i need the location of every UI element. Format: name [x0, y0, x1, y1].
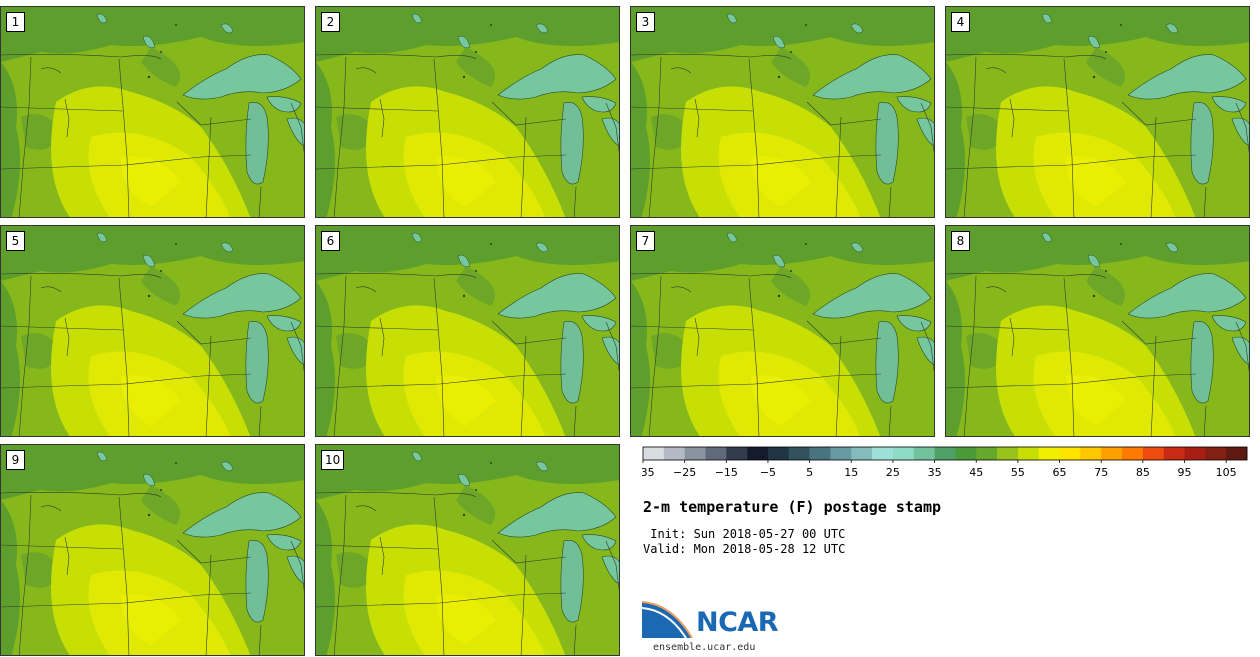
temperature-map	[316, 445, 620, 656]
map-panel-4: 4	[945, 6, 1250, 218]
temperature-map	[1, 7, 305, 218]
colorbar-swatch	[830, 447, 852, 460]
colorbar-swatch	[747, 447, 769, 460]
temperature-map	[1, 226, 305, 437]
colorbar-swatch	[997, 447, 1019, 460]
colorbar-tick-label: 95	[1178, 466, 1192, 478]
panel-number: 3	[636, 12, 655, 32]
colorbar-swatch	[643, 447, 665, 460]
colorbar-swatch	[1101, 447, 1123, 460]
valid-time: Valid: Mon 2018-05-28 12 UTC	[643, 542, 846, 556]
panel-number: 8	[951, 231, 970, 251]
panel-number: 7	[636, 231, 655, 251]
map-panel-5: 5	[0, 225, 305, 437]
colorbar-swatch	[726, 447, 748, 460]
colorbar-swatch	[955, 447, 977, 460]
colorbar-tick-label: −25	[673, 466, 696, 478]
colorbar-tick-label: 105	[1216, 466, 1237, 478]
colorbar-swatch	[1017, 447, 1040, 460]
colorbar-tick-label: 65	[1053, 466, 1067, 478]
colorbar-swatch	[1205, 447, 1227, 460]
map-panel-8: 8	[945, 225, 1250, 437]
init-time: Init: Sun 2018-05-27 00 UTC	[643, 527, 846, 541]
panel-number: 10	[321, 450, 345, 470]
map-panel-10: 10	[315, 444, 620, 656]
panel-number: 4	[951, 12, 970, 32]
colorbar-frame	[642, 446, 1248, 461]
colorbar-swatch	[1142, 447, 1164, 460]
colorbar-swatch	[767, 447, 790, 460]
ncar-logo-icon	[642, 601, 693, 639]
map-panel-6: 6	[315, 225, 620, 437]
colorbar-swatch	[1226, 447, 1248, 460]
site-url[interactable]: ensemble.ucar.edu	[653, 642, 756, 653]
colorbar-swatch	[1038, 447, 1060, 460]
temperature-map	[1, 445, 305, 656]
colorbar-swatch	[1163, 447, 1185, 460]
colorbar-tick-label: −35	[642, 466, 655, 478]
map-panel-9: 9	[0, 444, 305, 656]
colorbar-swatch	[809, 447, 831, 460]
map-panel-2: 2	[315, 6, 620, 218]
colorbar-swatch	[1122, 447, 1144, 460]
temperature-map	[946, 7, 1250, 218]
colorbar-swatch	[663, 447, 685, 460]
chart-title: 2-m temperature (F) postage stamp	[643, 498, 942, 516]
colorbar-tick-label: 25	[886, 466, 900, 478]
colorbar-tick-label: 15	[844, 466, 858, 478]
map-panel-1: 1	[0, 6, 305, 218]
temperature-map	[316, 226, 620, 437]
map-panel-7: 7	[630, 225, 935, 437]
panel-number: 6	[321, 231, 340, 251]
colorbar-swatch	[851, 447, 873, 460]
colorbar-tick-label: 85	[1136, 466, 1150, 478]
temperature-map	[316, 7, 620, 218]
panel-number: 1	[6, 12, 25, 32]
colorbar-tick-label: 5	[806, 466, 813, 478]
temperature-map	[946, 226, 1250, 437]
colorbar-swatch	[976, 447, 998, 460]
colorbar-swatch	[684, 447, 706, 460]
panel-number: 5	[6, 231, 25, 251]
temperature-map	[631, 7, 935, 218]
colorbar-swatch	[1059, 447, 1081, 460]
colorbar-swatch	[934, 447, 956, 460]
colorbar-swatch	[788, 447, 810, 460]
colorbar-tick-label: −15	[715, 466, 738, 478]
panel-number: 2	[321, 12, 340, 32]
panel-number: 9	[6, 450, 25, 470]
colorbar-swatch	[705, 447, 727, 460]
colorbar-tick-label: 55	[1011, 466, 1025, 478]
colorbar-swatch	[1184, 447, 1206, 460]
colorbar-swatch	[1080, 447, 1102, 460]
colorbar-tick-label: 35	[928, 466, 942, 478]
colorbar-tick-label: −5	[760, 466, 776, 478]
colorbar-swatch	[892, 447, 915, 460]
map-panel-3: 3	[630, 6, 935, 218]
colorbar-tick-label: 45	[969, 466, 983, 478]
colorbar-swatch	[872, 447, 894, 460]
temperature-map	[631, 226, 935, 437]
logo-text: NCAR	[696, 607, 779, 638]
colorbar-swatch	[913, 447, 935, 460]
colorbar-tick-label: 75	[1094, 466, 1108, 478]
temperature-colorbar: −35−25−15−55152535455565758595105115	[642, 446, 1248, 478]
